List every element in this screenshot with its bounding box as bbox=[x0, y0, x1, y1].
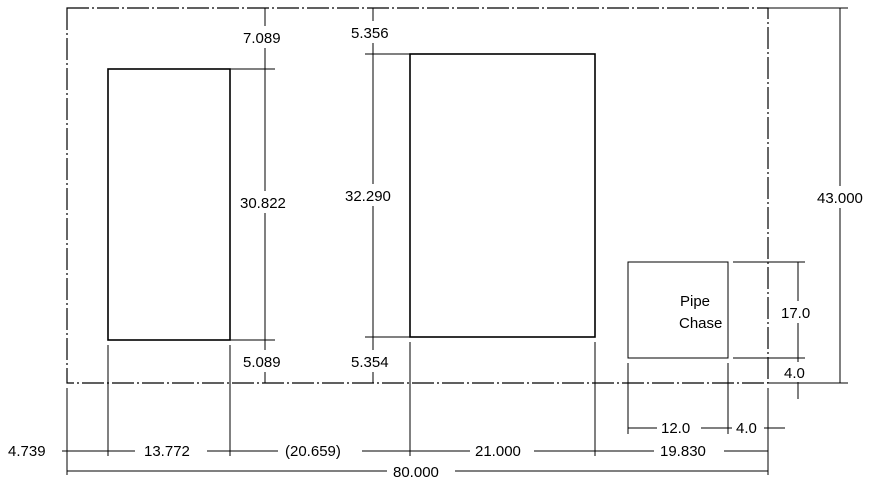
dim-overall-height bbox=[768, 7, 875, 384]
dim-overall-width-label: 80.000 bbox=[393, 464, 439, 481]
dim-horizontal-extensions bbox=[66, 342, 769, 475]
dim-overall-height-label: 43.000 bbox=[817, 190, 863, 207]
dim-chase-vertical bbox=[733, 261, 822, 399]
dim-chase-height: 17.0 bbox=[781, 305, 810, 322]
dim-height-right: 32.290 bbox=[345, 188, 391, 205]
pipe-chase-label-line2: Chase bbox=[679, 315, 722, 332]
dim-right-vertical bbox=[343, 8, 410, 383]
dim-gap-between: (20.659) bbox=[285, 443, 341, 460]
dim-bottom-gap-left: 5.089 bbox=[243, 354, 281, 371]
dim-left-rect-width: 13.772 bbox=[144, 443, 190, 460]
left-opening bbox=[107, 68, 231, 341]
right-opening bbox=[409, 53, 596, 338]
dim-chase-bottom-offset: 4.0 bbox=[784, 365, 805, 382]
dim-left-margin: 4.739 bbox=[8, 443, 46, 460]
dim-height-left: 30.822 bbox=[240, 195, 286, 212]
dim-overall-width bbox=[66, 462, 769, 482]
pipe-chase bbox=[627, 261, 729, 359]
dim-right-margin: 19.830 bbox=[660, 443, 706, 460]
dim-chase-horizontal bbox=[627, 418, 785, 438]
dim-right-rect-width: 21.000 bbox=[475, 443, 521, 460]
dim-bottom-gap-right: 5.354 bbox=[351, 354, 389, 371]
dim-horizontal-row bbox=[0, 441, 769, 461]
dim-chase-width: 12.0 bbox=[661, 420, 690, 437]
pipe-chase-label-line1: Pipe bbox=[680, 293, 710, 310]
slab-outline bbox=[66, 7, 769, 384]
dim-chase-right-offset: 4.0 bbox=[736, 420, 757, 437]
dim-top-gap-left: 7.089 bbox=[243, 30, 281, 47]
dim-top-gap-right: 5.356 bbox=[351, 25, 389, 42]
dim-left-vertical bbox=[230, 8, 304, 383]
